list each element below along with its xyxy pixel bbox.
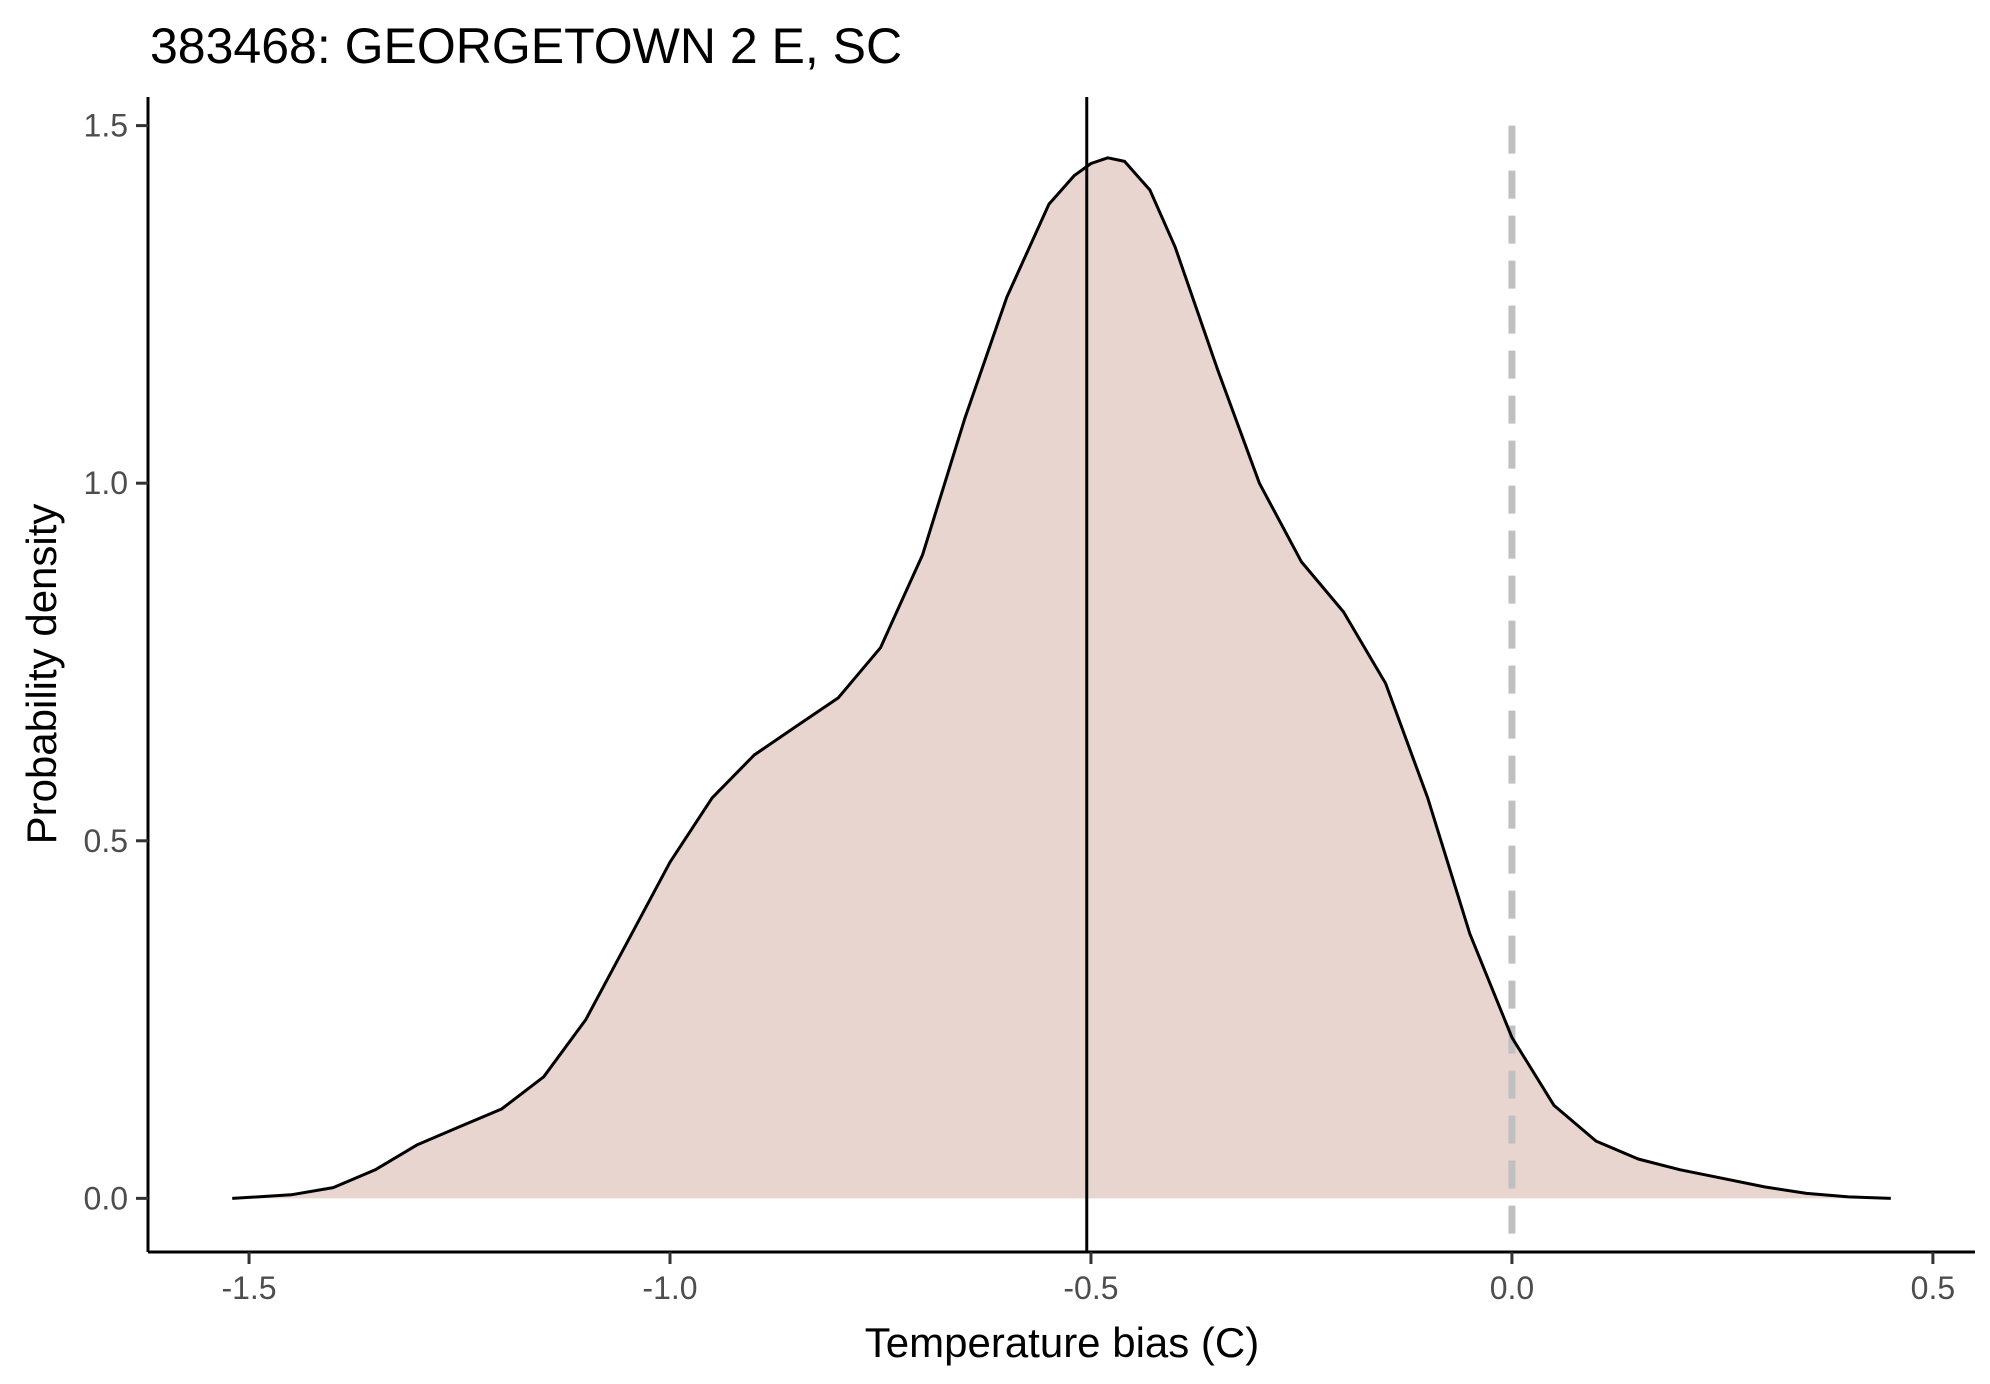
density-area	[232, 157, 1891, 1199]
y-tick-label: 1.0	[84, 465, 128, 501]
x-tick-label: 0.5	[1911, 1270, 1955, 1306]
x-tick-label: 0.0	[1490, 1270, 1534, 1306]
x-axis-title: Temperature bias (C)	[865, 1319, 1259, 1366]
x-tick-label: -0.5	[1063, 1270, 1118, 1306]
x-tick-label: -1.0	[642, 1270, 697, 1306]
y-tick-label: 1.5	[84, 108, 128, 144]
density-line	[232, 156, 1891, 1200]
x-tick-label: -1.5	[221, 1270, 276, 1306]
x-axis-ticks: -1.5 -1.0 -0.5 0.0 0.5	[221, 1252, 1955, 1306]
y-tick-label: 0.0	[84, 1180, 128, 1216]
y-axis-title: Probability density	[18, 504, 65, 845]
chart-title: 383468: GEORGETOWN 2 E, SC	[150, 18, 902, 74]
plot-area	[232, 97, 1891, 1252]
y-axis-ticks: 0.0 0.5 1.0 1.5	[84, 108, 148, 1216]
y-tick-label: 0.5	[84, 823, 128, 859]
